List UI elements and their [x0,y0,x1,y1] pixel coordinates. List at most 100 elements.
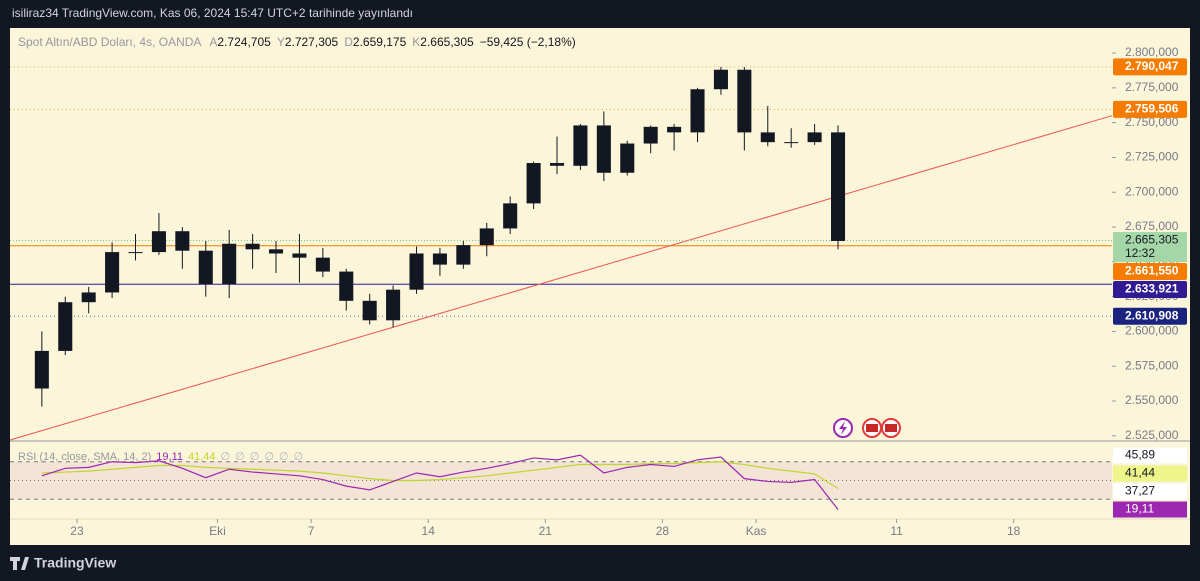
candle-body [315,257,330,272]
legend-value: 2.659,175 [353,35,407,49]
candle-body [690,89,705,133]
x-tick-label: Eki [209,524,226,538]
candle-body [573,125,588,166]
candle-body [596,125,611,173]
candle-body [760,132,775,143]
legend-key: A [209,35,217,49]
rsi-legend-value: ∅ [294,451,304,463]
price-label [1113,263,1187,281]
rsi-scale-text: 19,11 [1125,502,1154,516]
candle-body [409,253,424,290]
y-tick-label: 2.675,000 [1125,219,1179,233]
event-icons [833,418,901,438]
x-tick-label: 23 [70,524,84,538]
y-tick-label: 2.700,000 [1125,184,1179,198]
rsi-band [10,461,1112,500]
x-tick-label: 14 [422,524,436,538]
y-tick-label: 2.775,000 [1125,80,1179,94]
rsi-scale-text: 41,44 [1125,466,1155,480]
legend-key: K [412,35,420,49]
trendline [9,115,1113,441]
candle-body [105,252,120,293]
rsi-legend-value: ∅ [221,451,231,463]
x-tick-label: 18 [1007,524,1021,538]
rsi-legend-value: ∅ [264,451,274,463]
legend-key: D [344,35,353,49]
rsi-scale-text: 45,89 [1125,448,1155,462]
legend-change: −59,425 (−2,18%) [480,35,576,49]
price-label [1113,58,1187,76]
x-tick-label: 21 [539,524,553,538]
current-price-label [1113,232,1187,263]
candle-body [713,69,728,90]
legend-value: 2.665,305 [420,35,474,49]
x-tick-label: Kas [746,524,767,538]
rsi-legend-value: ∅ [235,451,245,463]
rsi-legend-value: 41,44 [188,451,216,463]
legend: Spot Altın/ABD Doları, 4s, OANDA A2.724,7… [18,35,576,49]
event-icon-bolt [839,421,847,435]
candle-body [268,249,284,254]
x-tick-label: 28 [656,524,670,538]
price-label-text: 2.790,047 [1125,59,1179,73]
rsi-legend: RSI (14, close, SMA, 14, 2) 19,11 41,44 ∅ ∅ ∅… [18,451,303,463]
candle-body [151,231,166,253]
legend-value: 2.727,305 [285,35,339,49]
current-price-text: 2.665,305 [1125,233,1179,247]
y-tick-label: 2.525,000 [1125,428,1179,442]
brand-logo [10,557,29,570]
candle-body [432,253,447,265]
legend-title: Spot Altın/ABD Doları, 4s, OANDA [18,35,201,49]
legend-key: Y [277,35,285,49]
candle-body [175,231,190,251]
candle-body [830,132,846,241]
candle-body [34,350,49,389]
x-tick-label: 7 [308,524,315,538]
candle-body [58,302,73,351]
x-tick-label: 11 [890,524,903,538]
candle-body [81,292,96,303]
rsi-scale-label [1113,483,1187,500]
price-label-text: 2.759,506 [1125,102,1179,116]
candle-body [784,142,799,144]
y-tick-label: 2.600,000 [1125,324,1179,338]
rsi-title: RSI (14, close, SMA, 14, 2) [18,451,151,463]
y-tick-label: 2.800,000 [1125,45,1179,59]
flag-stripes [866,424,878,432]
candle-body [667,126,682,133]
candle-body [245,243,260,250]
candle-body [292,253,307,258]
candle-body [339,271,354,301]
price-label-text: 2.610,908 [1125,308,1179,322]
candle-body [386,289,401,321]
brand-name: TradingView [34,555,116,571]
rsi-scale-label [1113,465,1187,482]
y-tick-label: 2.750,000 [1125,115,1179,129]
brand: TradingView [10,555,116,571]
y-tick-label: 2.575,000 [1125,358,1179,372]
rsi-legend-value: 19,11 [156,451,183,463]
candle-body [549,163,565,166]
candle-body [479,228,494,246]
rsi-scale-text: 37,27 [1125,484,1155,498]
price-label [1113,281,1187,299]
y-tick-label: 2.550,000 [1125,393,1179,407]
rsi-legend-value: ∅ [279,451,289,463]
price-label-text: 2.661,550 [1125,264,1179,278]
rsi-scale-label [1113,447,1187,464]
candle-body [807,132,822,143]
published-note: isiliraz34 TradingView.com, Kas 06, 2024… [12,6,413,20]
candle-body [222,243,237,285]
candle-body [362,300,377,321]
candle-body [456,245,471,265]
candle-body [128,252,143,254]
flag-stripes [885,424,897,432]
candle-body [643,126,658,144]
chart-background [10,28,1190,545]
candle-body [737,69,752,133]
legend-value: 2.724,705 [217,35,271,49]
price-label [1113,307,1187,325]
candle-body [198,250,213,285]
price-label-text: 2.633,921 [1125,282,1179,296]
